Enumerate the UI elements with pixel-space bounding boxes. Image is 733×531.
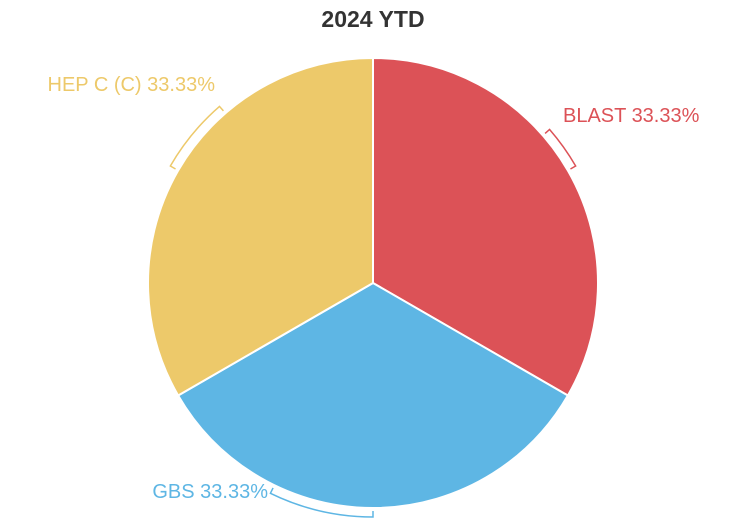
label-bracket [169, 105, 224, 170]
slice-label-value: 33.33% [200, 481, 268, 503]
slice-label: BLAST 33.33% [563, 105, 700, 127]
slice-label: HEP C (C) 33.33% [48, 74, 216, 96]
slice-label: GBS 33.33% [152, 481, 268, 503]
slice-label-name: BLAST [563, 105, 626, 127]
slice-label-value: 33.33% [147, 74, 215, 96]
slice-label-name: HEP C (C) [48, 74, 142, 96]
chart-title: 2024 YTD [321, 6, 424, 32]
slice-label-value: 33.33% [632, 105, 700, 127]
slice-label-name: GBS [152, 481, 194, 503]
label-bracket [544, 128, 577, 170]
pie-slice [147, 56, 374, 397]
label-bracket [269, 487, 374, 518]
pie-slice [372, 56, 599, 397]
